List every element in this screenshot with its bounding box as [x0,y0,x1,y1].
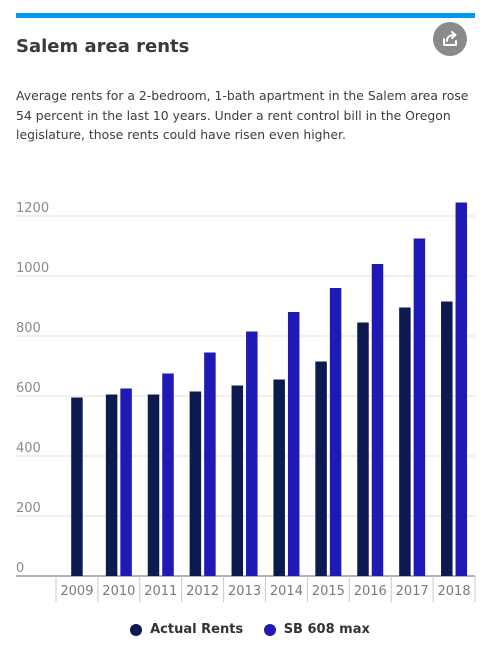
y-tick-label: 0 [16,561,24,576]
bar-sb608-max[interactable] [329,288,342,576]
y-tick-label: 1200 [16,201,49,216]
y-tick-label: 800 [16,321,41,336]
bar-sb608-max[interactable] [246,331,258,577]
y-tick-label: 400 [16,441,41,456]
bar-actual-rents[interactable] [147,394,160,577]
legend-item-sb608-max[interactable]: SB 608 max [263,622,370,637]
chart-title: Salem area rents [16,36,190,57]
y-tick-label: 200 [16,501,41,516]
x-tick-label: 2015 [312,584,345,599]
chart-description: Average rents for a 2-bedroom, 1-bath ap… [16,88,469,142]
x-tick-label: 2009 [60,584,93,599]
share-button[interactable] [433,22,467,56]
x-tick-label: 2012 [186,584,219,599]
x-tick-label: 2013 [228,584,261,599]
bar-actual-rents[interactable] [399,307,411,577]
bar-actual-rents[interactable] [441,301,453,577]
bar-actual-rents[interactable] [105,394,118,577]
bar-sb608-max[interactable] [413,238,426,577]
bar-actual-rents[interactable] [315,361,327,577]
bar-sb608-max[interactable] [204,352,216,577]
bar-actual-rents[interactable] [189,391,202,577]
bar-actual-rents[interactable] [71,397,83,577]
y-tick-label: 600 [16,381,41,396]
bar-sb608-max[interactable] [120,388,132,577]
legend-item-actual-rents[interactable]: Actual Rents [130,622,243,637]
x-tick-label: 2016 [354,584,387,599]
x-tick-label: 2010 [102,584,135,599]
legend-label: Actual Rents [150,622,244,637]
bar-actual-rents[interactable] [273,379,285,577]
bar-sb608-max[interactable] [287,312,300,576]
share-icon [443,31,457,46]
bar-chart: 0 200 400 600 800 1000 1200 2009 2010 2011 2012 201… [16,201,476,602]
x-tick-label: 2017 [396,584,429,599]
bar-sb608-max[interactable] [162,373,174,577]
x-tick-label: 2014 [270,584,303,599]
bar-sb608-max[interactable] [455,202,468,577]
bar-actual-rents[interactable] [231,385,244,577]
legend-marker [263,623,276,636]
x-tick-label: 2011 [144,584,177,599]
bar-sb608-max[interactable] [371,264,384,576]
y-tick-label: 1000 [16,261,49,276]
accent-bar [16,13,475,18]
bar-actual-rents[interactable] [357,322,369,577]
legend-label: SB 608 max [283,622,370,637]
legend: Actual Rents SB 608 max [0,622,500,640]
legend-marker [130,623,143,636]
x-tick-label: 2018 [438,584,471,599]
